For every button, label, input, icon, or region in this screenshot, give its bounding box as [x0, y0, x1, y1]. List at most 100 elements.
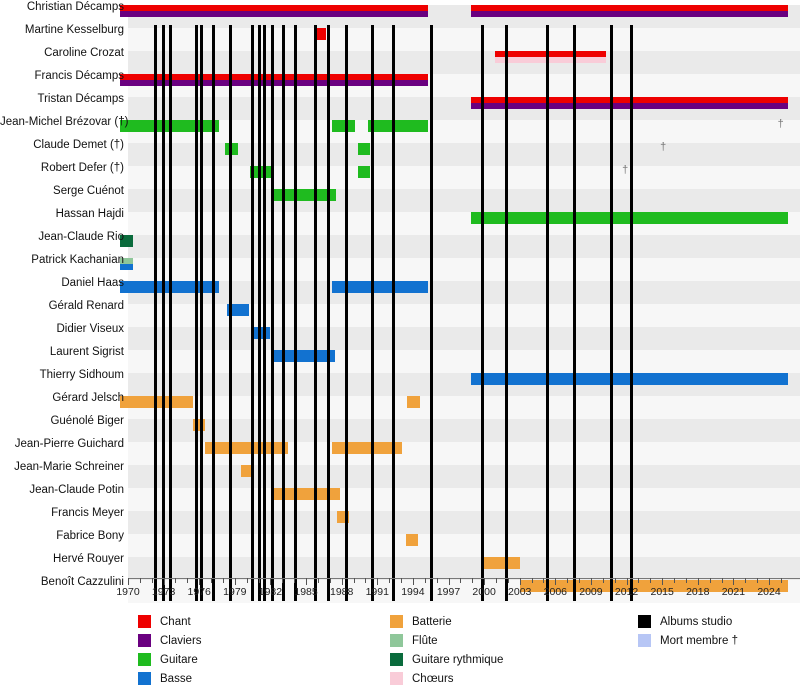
timeline-segment [119, 235, 133, 247]
timeline-segment [471, 11, 788, 17]
x-axis-minor-tick [258, 578, 260, 583]
timeline-segment [358, 143, 371, 155]
album-studio-line [162, 25, 166, 601]
member-name-label: Caroline Crozat [44, 47, 124, 59]
album-studio-line [572, 25, 576, 601]
x-axis-tick-label: 1988 [329, 586, 354, 598]
album-studio-line [169, 25, 173, 601]
legend-column: Albums studio Mort membre † [638, 612, 738, 650]
timeline-segment [471, 103, 788, 109]
album-studio-line [430, 25, 434, 601]
x-axis-minor-tick [709, 578, 711, 583]
legend-item-basse[interactable]: Basse [138, 669, 202, 688]
x-axis-minor-tick [721, 578, 723, 583]
legend-item-albums[interactable]: Albums studio [638, 612, 738, 631]
x-axis-minor-tick [401, 578, 403, 583]
x-axis-minor-tick [365, 578, 367, 583]
member-name-label: Francis Meyer [51, 507, 124, 519]
x-axis-tick-label: 1994 [401, 586, 425, 598]
timeline-segment [471, 212, 788, 224]
album-studio-line [200, 25, 204, 601]
legend-item-guitare_rythmique[interactable]: Guitare rythmique [390, 650, 503, 669]
x-axis-minor-tick [353, 578, 355, 583]
legend-label: Guitare rythmique [412, 653, 504, 666]
x-axis-minor-tick [294, 578, 296, 583]
legend-item-flute[interactable]: Flûte [390, 631, 503, 650]
x-axis-tick-label: 2021 [721, 586, 746, 598]
member-name-label: Jean-Michel Brézovar (†) [0, 116, 129, 128]
x-axis-major-tick [270, 578, 272, 585]
death-marker-icon: † [777, 118, 784, 130]
x-axis-minor-tick [614, 578, 616, 583]
death-marker-icon: † [622, 164, 629, 176]
timeline-segment [253, 327, 271, 339]
timeline-segment [494, 57, 607, 63]
x-axis-minor-tick [246, 578, 248, 583]
x-axis-minor-tick [389, 578, 391, 583]
x-axis-tick-label: 1982 [258, 586, 283, 598]
x-axis-major-tick [128, 578, 129, 585]
legend-item-choeurs[interactable]: Chœurs [390, 669, 503, 688]
album-studio-line [314, 25, 318, 601]
x-axis-major-tick [199, 578, 201, 585]
x-axis-minor-tick [685, 578, 687, 583]
timeline-segment [119, 258, 133, 264]
album-studio-line [629, 25, 633, 601]
album-studio-line [505, 25, 509, 601]
x-axis-major-tick [733, 578, 735, 585]
x-axis-major-tick [377, 578, 379, 585]
timeline-segment [471, 5, 788, 11]
legend-swatch-icon [138, 672, 151, 685]
album-studio-line [344, 25, 348, 601]
x-axis-tick-label: 2000 [472, 586, 496, 598]
timeline-segment [519, 580, 788, 592]
timeline-segment [226, 304, 250, 316]
x-axis-minor-tick [757, 578, 759, 583]
member-name-label: Serge Cuénot [53, 185, 124, 197]
legend-swatch-icon [138, 653, 151, 666]
x-axis-major-tick [341, 578, 343, 585]
x-axis-tick-label: 2009 [579, 586, 603, 598]
x-axis-minor-tick [579, 578, 581, 583]
timeline-segment [272, 189, 336, 201]
timeline-segment [367, 120, 429, 132]
legend-item-chant[interactable]: Chant [138, 612, 202, 631]
album-studio-line [271, 25, 275, 601]
legend-label: Guitare [160, 653, 198, 666]
legend-label: Flûte [412, 634, 438, 647]
legend-label: Mort membre † [660, 634, 738, 647]
x-axis-minor-tick [472, 578, 474, 583]
legend-item-batterie[interactable]: Batterie [390, 612, 503, 631]
album-studio-line [392, 25, 396, 601]
x-axis-minor-tick [175, 578, 177, 583]
member-name-label: Jean-Pierre Guichard [14, 438, 124, 450]
x-axis-minor-tick [436, 578, 438, 583]
x-axis-tick-label: 1976 [187, 586, 211, 598]
member-name-label: Claude Demet (†) [33, 139, 124, 151]
legend-swatch-icon [138, 615, 151, 628]
member-name-label: Jean-Marie Schreiner [14, 461, 124, 473]
legend-swatch-icon [638, 634, 651, 647]
legend-swatch-icon [390, 653, 403, 666]
death-marker-icon: † [660, 141, 667, 153]
album-studio-line [481, 25, 485, 601]
album-studio-line [609, 25, 613, 601]
x-axis-major-tick [163, 578, 165, 585]
legend-item-death[interactable]: Mort membre † [638, 631, 738, 650]
x-axis-minor-tick [745, 578, 747, 583]
x-axis-tick-label: 1985 [294, 586, 318, 598]
album-studio-line [153, 25, 157, 601]
legend-column: Batterie Flûte Guitare rythmique Chœurs [390, 612, 503, 688]
timeline-segment [471, 97, 788, 103]
legend-label: Albums studio [660, 615, 733, 628]
legend-item-claviers[interactable]: Claviers [138, 631, 202, 650]
x-axis-minor-tick [674, 578, 676, 583]
x-axis-tick-label: 2006 [543, 586, 568, 598]
x-axis-minor-tick [282, 578, 284, 583]
member-name-label: Martine Kesselburg [24, 24, 124, 36]
x-axis-tick-label: 2003 [508, 586, 532, 598]
legend-item-guitare[interactable]: Guitare [138, 650, 202, 669]
member-name-label: Francis Décamps [34, 70, 124, 82]
album-studio-line [282, 25, 285, 601]
member-name-label: Laurent Sigrist [49, 346, 124, 358]
